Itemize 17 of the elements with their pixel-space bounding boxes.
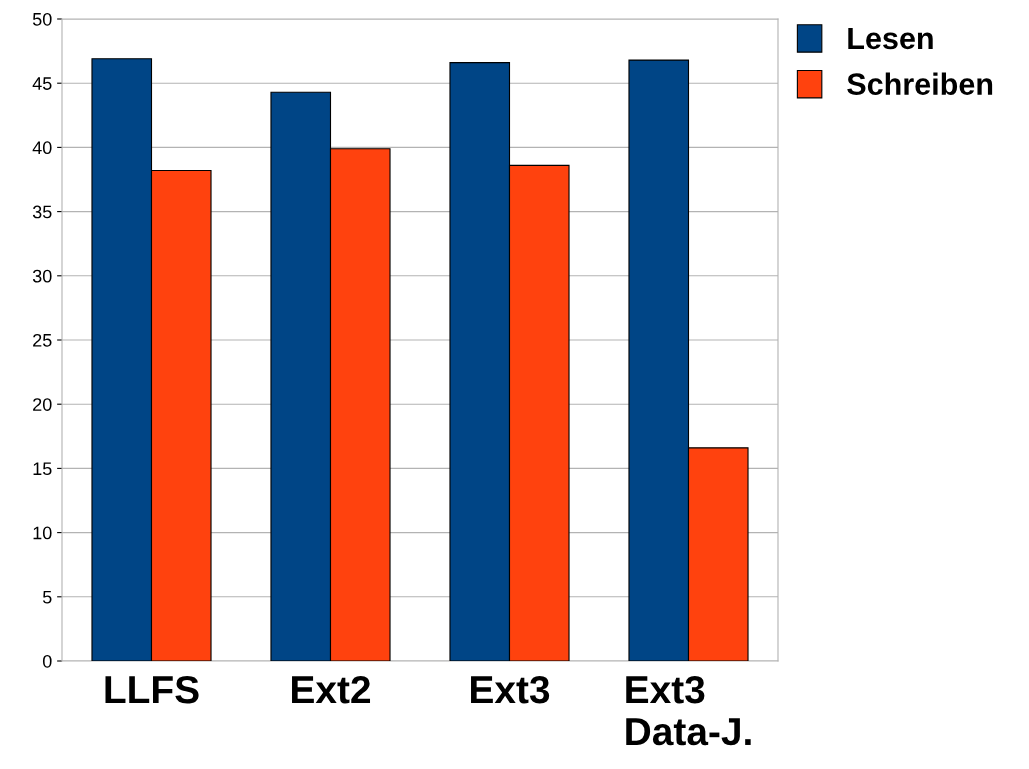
legend-label: Schreiben: [847, 72, 993, 95]
y-tick-label: 45: [32, 77, 52, 90]
y-tick-label: 20: [33, 398, 52, 411]
y-tick-label: 0: [42, 654, 52, 668]
x-tick-label: Ext3: [471, 675, 550, 704]
y-tick-label: 50: [32, 12, 52, 26]
x-tick-label: Ext2: [292, 675, 371, 704]
y-tick-label: 25: [33, 333, 52, 347]
x-tick-label: LLFS: [105, 675, 199, 704]
y-tick-label: 35: [32, 205, 52, 219]
y-tick-label: 5: [42, 590, 52, 604]
x-tick-label: Ext3 Data-J.: [626, 675, 751, 746]
y-tick-label: 40: [32, 141, 52, 155]
legend-label: Lesen: [848, 27, 933, 50]
y-tick-label: 15: [33, 462, 52, 476]
y-tick-label: 30: [32, 269, 52, 283]
y-tick-label: 10: [33, 526, 52, 540]
